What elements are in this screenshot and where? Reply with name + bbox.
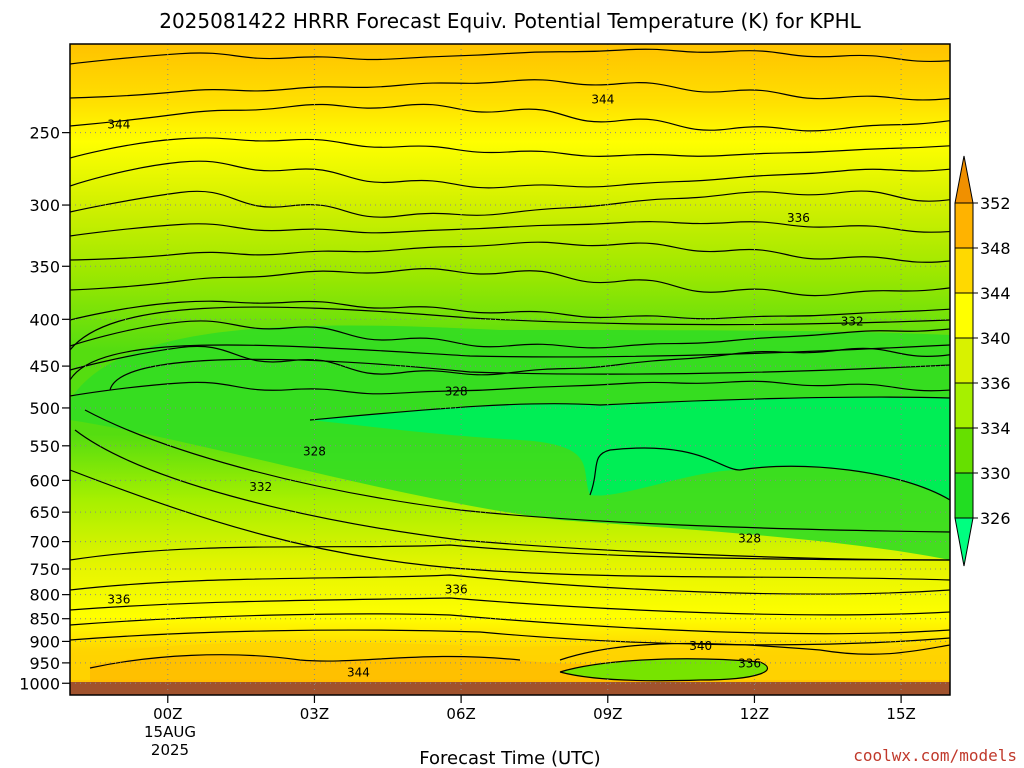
y-tick-label: 550 [29,437,60,456]
contour-label: 328 [303,445,326,459]
y-tick-label: 650 [29,503,60,522]
y-tick-label: 450 [29,357,60,376]
colorbar-label: 344 [980,284,1011,303]
y-tick-label: 1000 [19,674,60,693]
x-date-label: 15AUG [144,723,196,741]
contour-line [74,429,950,561]
contour-lines [70,48,950,682]
y-tick-label: 800 [29,586,60,605]
contour-line [84,409,950,533]
chart-title: 2025081422 HRRR Forecast Equiv. Potentia… [159,9,861,33]
y-tick-label: 500 [29,399,60,418]
contour-line [589,447,950,501]
colorbar-segment [954,382,974,429]
contour-line [70,221,950,237]
contour-line [309,396,950,421]
colorbar-label: 340 [980,329,1011,348]
x-tick-label: 06Z [446,705,475,723]
contour-line [70,306,950,351]
contour-line [70,320,950,349]
contour-line [70,268,950,297]
contour-line [70,48,950,65]
colorbar-label: 326 [980,509,1011,528]
contour-label: 344 [591,93,614,107]
contour-line [70,597,950,616]
y-tick-label: 300 [29,196,60,215]
y-tick-label: 950 [29,654,60,673]
band-low-orange [90,654,700,682]
contour-line [70,160,950,189]
colorbar-label: 352 [980,194,1011,213]
contour-line [70,79,950,101]
contour-label: 332 [841,314,864,328]
colorbar-segment [954,427,974,474]
y-tick-label: 350 [29,257,60,276]
contour-line [70,190,950,218]
colorbar-segment [954,472,974,519]
y-axis: 250 300 350 400 450 500 550 600 650 700 750 800 850 9… [19,124,70,693]
contour-line [70,613,950,635]
colorbar-label: 334 [980,419,1011,438]
contour-line [70,300,950,321]
contour-line [70,380,950,397]
contour-label: 332 [249,480,272,494]
contour-label: 328 [738,532,761,546]
colorbar-segment [954,337,974,384]
colorbar-top-arrow [954,155,974,204]
band-green-core [70,325,950,560]
y-tick-label: 700 [29,533,60,552]
contour-label: 336 [738,657,761,671]
y-tick-label: 850 [29,610,60,629]
x-date-label: 2025 [151,741,189,759]
colorbar-segment [954,202,974,249]
colorbar-label: 336 [980,374,1011,393]
y-tick-label: 400 [29,310,60,329]
x-tick-label: 03Z [300,705,329,723]
colorbar-segment [954,292,974,339]
y-tick-label: 250 [29,124,60,143]
contour-line [70,137,950,159]
x-axis-label: Forecast Time (UTC) [419,748,600,768]
contour-label: 336 [787,211,810,225]
x-tick-label: 12Z [740,705,769,723]
contour-line [70,544,950,561]
colorbar-segment [954,247,974,294]
x-axis: 00Z 03Z 06Z 09Z 12Z 15Z [153,695,916,723]
plot-area: 344 344 336 332 328 328 332 328 336 336 340 336 344 [69,43,951,696]
y-tick-label: 750 [29,560,60,579]
contour-line [70,103,950,132]
contour-label: 328 [445,385,468,399]
y-tick-label: 900 [29,632,60,651]
colorbar-label: 330 [980,464,1011,483]
gridlines [70,44,950,695]
colorbar-bottom-arrow [954,517,974,567]
contour-line [70,469,950,581]
contour-labels: 344 344 336 332 328 328 332 328 336 336 340 336 344 [107,93,863,680]
contour-label: 336 [107,593,130,607]
surface-band [70,682,950,695]
contour-line [559,658,769,682]
contour-label: 336 [445,583,468,597]
x-tick-label: 09Z [593,705,622,723]
contour-line [70,629,950,646]
y-tick-label: 600 [29,471,60,490]
credit-text: coolwx.com/models [853,746,1017,765]
contour-line [70,241,950,263]
x-tick-label: 00Z [153,705,182,723]
colorbar: 352 348 344 340 336 334 330 326 [954,155,1011,567]
contour-line [70,344,950,381]
contour-line [109,358,950,391]
plot-frame [69,43,951,696]
colorbar-label: 348 [980,239,1011,258]
contour-line [559,642,950,661]
x-tick-label: 15Z [886,705,915,723]
band-low-green [560,658,768,681]
contour-line [89,654,521,669]
contour-label: 340 [689,639,712,653]
contour-line [70,574,950,595]
contour-label: 344 [107,118,130,132]
contour-label: 344 [347,665,370,679]
